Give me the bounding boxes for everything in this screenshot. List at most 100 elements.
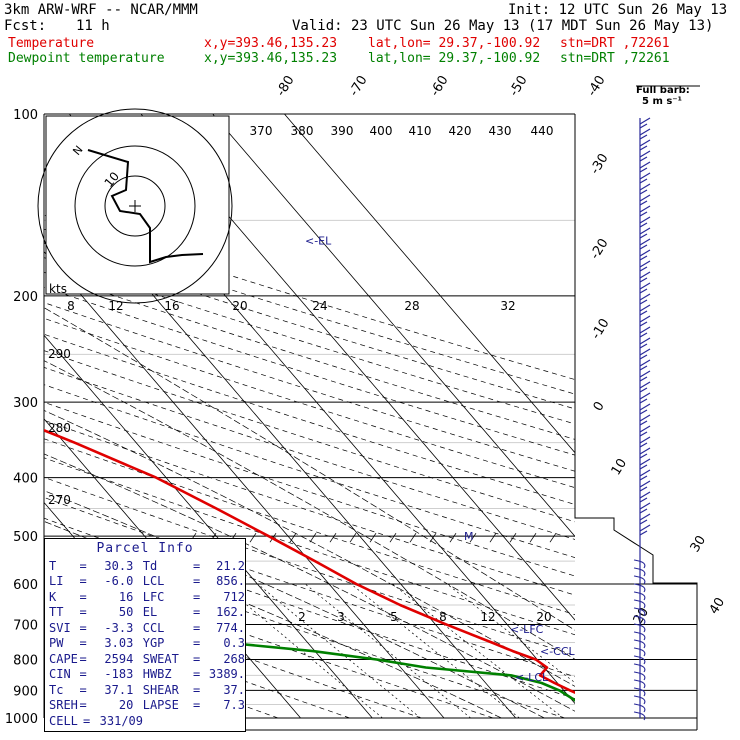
parcel-value: 2594 xyxy=(104,651,134,666)
pressure-label-200: 200 xyxy=(13,290,38,305)
isotherm-label: -70 xyxy=(347,73,371,99)
wind-barb xyxy=(633,695,646,705)
theta-e-label: 280 xyxy=(48,421,71,435)
parcel-key: LCL xyxy=(142,574,165,588)
wind-barb xyxy=(639,453,648,459)
wind-barb xyxy=(639,299,648,305)
wind-barb xyxy=(639,469,651,477)
wind-barb xyxy=(639,530,648,536)
mixing-ratio-line xyxy=(446,583,575,684)
el-marker: <-EL xyxy=(305,235,332,248)
parcel-key: LAPSE xyxy=(142,698,179,712)
wind-barb xyxy=(639,420,648,426)
wind-barb xyxy=(639,436,651,444)
hash-mark xyxy=(289,532,297,543)
wind-barb xyxy=(639,233,648,239)
wind-barb xyxy=(639,139,651,147)
wind-barb xyxy=(633,711,646,721)
wind-barb xyxy=(639,117,651,125)
theta-label: 430 xyxy=(489,124,512,138)
isotherm-line xyxy=(44,251,445,719)
model-title: 3km ARW-WRF -- NCAR/MMM xyxy=(4,2,198,18)
temperature-line xyxy=(44,428,575,694)
wind-barb xyxy=(639,222,648,228)
temperature-xy: x,y=393.46,135.23 xyxy=(204,36,338,51)
hash-mark xyxy=(549,532,557,543)
parcel-row: CIN = -183 HWBZ = 3389. xyxy=(45,667,245,683)
dewpoint-xy: x,y=393.46,135.23 xyxy=(204,51,338,66)
init-time: Init: 12 UTC Sun 26 May 13 xyxy=(508,2,728,18)
wind-barb xyxy=(639,348,651,356)
isotherm-label: -40 xyxy=(585,73,609,99)
parcel-value: 331/09 xyxy=(99,713,143,728)
parcel-value: 16 xyxy=(118,589,134,604)
wind-barb xyxy=(639,381,651,389)
isotherm-label: 30 xyxy=(688,533,709,555)
wind-barb xyxy=(639,491,651,499)
wind-barb xyxy=(633,607,646,617)
parcel-value: 774. xyxy=(216,620,245,635)
hash-mark xyxy=(369,532,377,543)
wind-barb xyxy=(633,647,646,657)
wind-barb xyxy=(639,326,651,334)
dewpoint-latlon: lat,lon= 29.37,-100.92 xyxy=(368,51,541,66)
parcel-value: 268 xyxy=(223,651,245,666)
isotherm-label: 20 xyxy=(631,605,652,627)
wind-barb xyxy=(639,200,648,206)
wind-barb xyxy=(639,282,651,290)
wind-barb xyxy=(639,414,651,422)
mixing-ratio-label: 5 xyxy=(390,610,398,624)
wind-speed-label: kts xyxy=(49,282,67,296)
parcel-value: 20 xyxy=(118,698,134,712)
temperature-station: stn=DRT ,72261 xyxy=(560,36,670,51)
wind-barb xyxy=(639,502,651,510)
wind-barb xyxy=(639,513,651,521)
parcel-value: 30.3 xyxy=(104,558,134,573)
wind-barb xyxy=(639,321,648,327)
parcel-row: CELL = 331/09 xyxy=(45,714,245,730)
wind-barb xyxy=(639,167,648,173)
dry-adiabat xyxy=(44,419,575,596)
parcel-value: 3389. xyxy=(208,667,245,681)
hodograph-frame xyxy=(45,115,230,295)
mixing-ratio-label: 20 xyxy=(536,610,551,624)
wind-barb xyxy=(639,293,651,301)
equals-sign: = xyxy=(192,574,201,588)
wind-barb xyxy=(639,458,651,466)
wind-barb xyxy=(639,134,648,140)
wind-barb xyxy=(639,255,648,261)
wind-barb xyxy=(633,575,646,585)
equals-sign: = xyxy=(192,651,201,666)
parcel-info-title: Parcel Info xyxy=(96,541,194,556)
equals-sign: = xyxy=(79,682,87,697)
wind-speed-label: 12 xyxy=(108,299,123,313)
wind-barb xyxy=(639,266,648,272)
parcel-row: CAPE = 2594 SWEAT = 268 xyxy=(45,652,245,668)
hash-mark xyxy=(329,532,337,543)
parcel-key: CELL xyxy=(49,713,78,728)
parcel-value: 162. xyxy=(216,605,245,619)
wind-barb xyxy=(633,615,646,625)
wind-barb xyxy=(639,398,648,404)
theta-label: 390 xyxy=(331,124,354,138)
wind-barb xyxy=(639,145,648,151)
isotherm-label: -60 xyxy=(428,73,452,99)
lfc-marker: <-LFC xyxy=(510,623,544,636)
pressure-label-800: 800 xyxy=(13,653,38,668)
wind-barb xyxy=(639,519,648,525)
isotherm-label: 40 xyxy=(707,595,728,617)
parcel-value: 37. xyxy=(223,682,245,697)
wind-barb xyxy=(639,508,648,514)
parcel-value: -183 xyxy=(104,667,134,681)
theta-label: 420 xyxy=(449,124,472,138)
wind-barb xyxy=(639,442,648,448)
theta-label: 370 xyxy=(250,124,273,138)
wind-barb xyxy=(633,583,646,593)
wind-barb xyxy=(639,497,648,503)
parcel-row: LI = -6.0 LCL = 856. xyxy=(45,574,245,590)
wind-barb xyxy=(639,475,648,481)
parcel-value: 712 xyxy=(223,589,245,604)
theta-label: 380 xyxy=(291,124,314,138)
dewpoint-station: stn=DRT ,72261 xyxy=(560,51,670,66)
temperature-latlon: lat,lon= 29.37,-100.92 xyxy=(368,36,541,51)
